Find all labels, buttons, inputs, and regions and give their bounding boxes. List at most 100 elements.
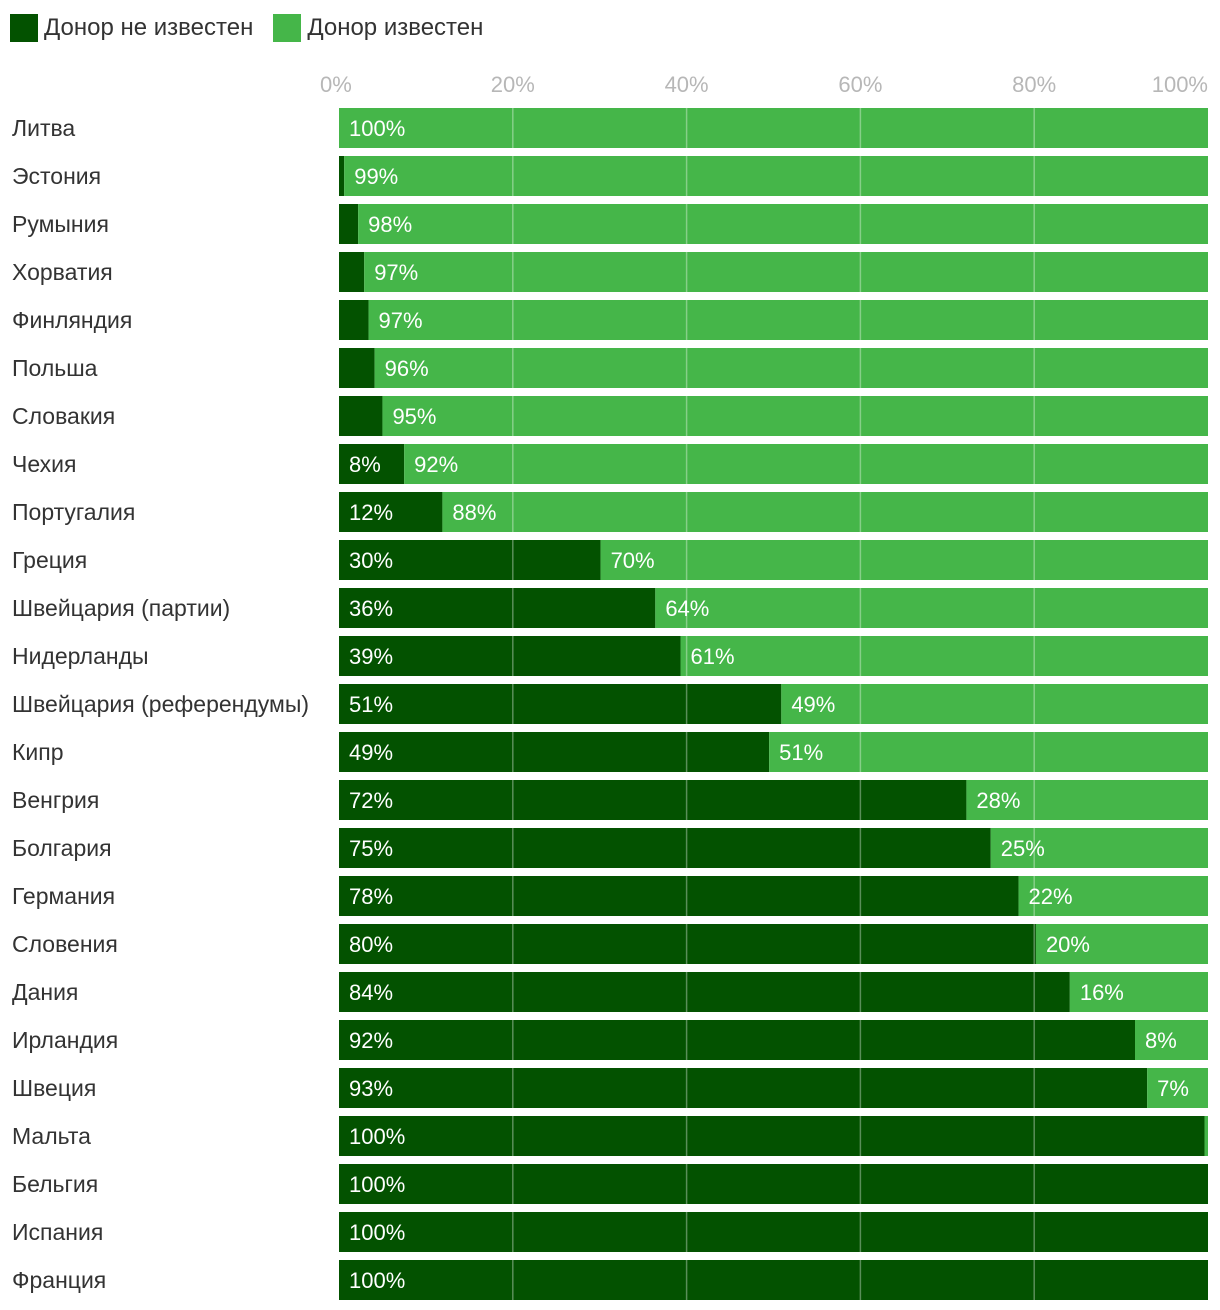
bar-segment-unknown[interactable] (339, 924, 1036, 964)
bar-segment-unknown[interactable] (339, 204, 359, 244)
bar-segment-unknown[interactable] (339, 348, 375, 388)
bar-segment-known[interactable] (990, 828, 1208, 868)
bar-segment-known[interactable] (339, 108, 1208, 148)
data-label-known: 16% (1080, 980, 1124, 1005)
data-label-known: 70% (611, 548, 655, 573)
bar-segment-known[interactable] (1204, 1116, 1208, 1156)
bar-segment-unknown[interactable] (339, 636, 681, 676)
bar-segment-unknown[interactable] (339, 444, 405, 484)
bar-segment-unknown[interactable] (339, 1068, 1148, 1108)
bar-segment-known[interactable] (374, 348, 1208, 388)
category-label: Хорватия (12, 259, 113, 285)
x-axis: 0% 20% 40% 60% 80% 100% (320, 72, 1208, 97)
gridlines (512, 108, 1035, 1300)
category-label: Бельгия (12, 1171, 98, 1197)
data-label-known: 100% (349, 116, 405, 141)
data-label-known: 88% (452, 500, 496, 525)
bar-segment-known[interactable] (680, 636, 1208, 676)
data-label-unknown: 51% (349, 692, 393, 717)
bar-segment-known[interactable] (364, 252, 1208, 292)
bar-segment-known[interactable] (655, 588, 1208, 628)
x-tick-label: 100% (1152, 72, 1208, 97)
bar-segment-unknown[interactable] (339, 1164, 1208, 1204)
data-label-known: 99% (354, 164, 398, 189)
data-label-known: 28% (976, 788, 1020, 813)
category-label: Франция (12, 1267, 106, 1293)
x-tick-label: 20% (491, 72, 535, 97)
bar-segment-unknown[interactable] (339, 156, 345, 196)
legend-label-unknown: Донор не известен (44, 14, 254, 41)
bar-segment-known[interactable] (1069, 972, 1208, 1012)
bar-segment-unknown[interactable] (339, 252, 365, 292)
bar-segment-known[interactable] (368, 300, 1208, 340)
category-labels: Литва Эстония Румыния Хорватия Финляндия Поль… (12, 115, 309, 1293)
bar-segment-known[interactable] (1018, 876, 1208, 916)
category-label: Швейцария (референдумы) (12, 691, 309, 717)
data-label-known: 61% (691, 644, 735, 669)
data-label-unknown: 100% (349, 1268, 405, 1293)
legend-item-known[interactable]: Донор известен (273, 14, 483, 42)
bar-segment-known[interactable] (1035, 924, 1208, 964)
bar-segment-known[interactable] (966, 780, 1208, 820)
bar-segment-unknown[interactable] (339, 1116, 1205, 1156)
category-label: Чехия (12, 451, 76, 477)
category-label: Швеция (12, 1075, 96, 1101)
bar-segment-unknown[interactable] (339, 1020, 1136, 1060)
bar-segment-unknown[interactable] (339, 780, 967, 820)
bar-segment-known[interactable] (781, 684, 1208, 724)
bar-segment-unknown[interactable] (339, 732, 770, 772)
category-label: Кипр (12, 739, 64, 765)
bar-segment-unknown[interactable] (339, 1212, 1208, 1252)
bar-segment-unknown[interactable] (339, 684, 782, 724)
bar-segment-unknown[interactable] (339, 396, 383, 436)
bar-segment-known[interactable] (1147, 1068, 1208, 1108)
bar-segment-unknown[interactable] (339, 300, 369, 340)
bar-segment-known[interactable] (1135, 1020, 1208, 1060)
data-label-known: 96% (385, 356, 429, 381)
data-label-known: 95% (392, 404, 436, 429)
bar-segment-unknown[interactable] (339, 828, 991, 868)
data-label-unknown: 72% (349, 788, 393, 813)
data-label-unknown: 78% (349, 884, 393, 909)
category-label: Швейцария (партии) (12, 595, 230, 621)
bar-segment-unknown[interactable] (339, 876, 1019, 916)
data-label-unknown: 100% (349, 1220, 405, 1245)
data-label-known: 22% (1029, 884, 1073, 909)
category-label: Венгрия (12, 787, 99, 813)
category-label: Польша (12, 355, 98, 381)
bar-segment-unknown[interactable] (339, 492, 443, 532)
data-label-known: 97% (379, 308, 423, 333)
data-label-known: 8% (1145, 1028, 1177, 1053)
legend-swatch-known (273, 14, 302, 42)
bar-segment-known[interactable] (382, 396, 1208, 436)
category-label: Финляндия (12, 307, 132, 333)
bar-segment-known[interactable] (442, 492, 1208, 532)
bar-segment-known[interactable] (404, 444, 1208, 484)
category-label: Ирландия (12, 1027, 118, 1053)
bar-segment-unknown[interactable] (339, 1260, 1208, 1300)
legend-item-unknown[interactable]: Донор не известен (10, 14, 253, 42)
category-label: Эстония (12, 163, 101, 189)
data-label-known: 98% (368, 212, 412, 237)
bar-segment-unknown[interactable] (339, 972, 1070, 1012)
legend-swatch-unknown (10, 14, 38, 42)
data-label-unknown: 75% (349, 836, 393, 861)
data-label-unknown: 8% (349, 452, 381, 477)
bar-segment-known[interactable] (600, 540, 1208, 580)
category-label: Греция (12, 547, 87, 573)
legend: Донор не известен Донор известен (10, 12, 503, 44)
bar-segment-unknown[interactable] (339, 540, 601, 580)
x-tick-label: 0% (320, 72, 352, 97)
data-label-unknown: 80% (349, 932, 393, 957)
bar-segment-known[interactable] (344, 156, 1208, 196)
data-label-known: 25% (1001, 836, 1045, 861)
data-label-unknown: 84% (349, 980, 393, 1005)
bar-segment-unknown[interactable] (339, 588, 656, 628)
data-label-known: 7% (1157, 1076, 1189, 1101)
bar-segment-known[interactable] (358, 204, 1208, 244)
category-label: Дания (12, 979, 78, 1005)
category-label: Болгария (12, 835, 112, 861)
bar-segment-known[interactable] (769, 732, 1208, 772)
data-label-unknown: 93% (349, 1076, 393, 1101)
